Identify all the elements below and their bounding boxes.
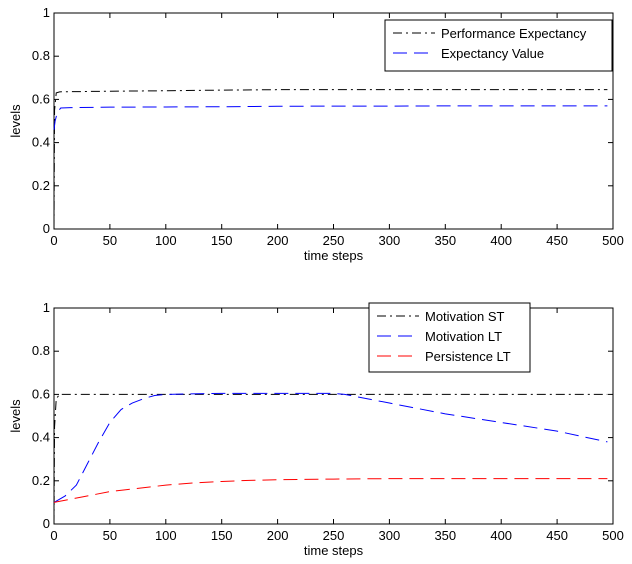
x-tick-label: 0	[50, 233, 57, 248]
y-tick-label: 0.8	[32, 343, 50, 358]
x-tick-label: 300	[379, 233, 401, 248]
x-tick-label: 450	[546, 528, 568, 543]
x-tick-label: 400	[490, 528, 512, 543]
x-tick-label: 150	[211, 233, 233, 248]
legend: Performance Expectancy Expectancy Value	[384, 19, 613, 72]
x-tick-label: 250	[323, 233, 345, 248]
x-tick-label: 100	[155, 233, 177, 248]
y-tick-label: 0	[43, 221, 50, 236]
x-tick-label: 500	[602, 233, 624, 248]
y-tick-label: 0.6	[32, 386, 50, 401]
x-tick-label: 300	[379, 528, 401, 543]
x-tick-label: 250	[323, 528, 345, 543]
y-tick-label: 0.8	[32, 48, 50, 63]
x-tick-label: 0	[50, 528, 57, 543]
x-tick-label: 350	[434, 233, 456, 248]
x-tick-label: 500	[602, 528, 624, 543]
x-tick-label: 50	[103, 528, 117, 543]
x-tick-label: 50	[103, 233, 117, 248]
y-tick-label: 0.6	[32, 91, 50, 106]
chart-1: 0 50 100 150 200 250 300 350 400 450 500 0 0.2 0.4 0.6…	[8, 5, 624, 263]
x-axis-label: time steps	[304, 248, 364, 263]
x-tick-label: 100	[155, 528, 177, 543]
y-axis-label: levels	[8, 399, 23, 433]
x-axis-label: time steps	[304, 543, 364, 558]
y-tick-label: 0.2	[32, 473, 50, 488]
y-tick-label: 0	[43, 516, 50, 531]
legend-label: Expectancy Value	[441, 46, 544, 61]
x-tick-label: 450	[546, 233, 568, 248]
chart-2: 0 50 100 150 200 250 300 350 400 450 500 0 0.2 0.4 0.6…	[8, 300, 624, 558]
y-tick-label: 0.2	[32, 178, 50, 193]
y-tick-label: 0.4	[32, 135, 50, 150]
legend-label: Motivation ST	[425, 309, 505, 324]
legend-label: Persistence LT	[425, 349, 511, 364]
legend-box	[368, 302, 531, 373]
series-line-2	[53, 392, 608, 503]
y-tick-label: 0.4	[32, 430, 50, 445]
y-tick-label: 1	[43, 5, 50, 20]
x-tick-label: 150	[211, 528, 233, 543]
series-line-2	[53, 105, 608, 130]
y-tick-label: 1	[43, 300, 50, 315]
legend-label: Motivation LT	[425, 329, 502, 344]
y-axis-label: levels	[8, 104, 23, 138]
x-tick-label: 200	[267, 528, 289, 543]
legend-box	[384, 19, 613, 72]
series-line-3	[53, 478, 608, 503]
legend-label: Performance Expectancy	[441, 26, 587, 41]
legend: Motivation ST Motivation LT Persistence LT	[368, 302, 531, 373]
x-tick-label: 200	[267, 233, 289, 248]
x-tick-label: 350	[434, 528, 456, 543]
x-tick-label: 400	[490, 233, 512, 248]
series-line-1	[53, 89, 608, 230]
